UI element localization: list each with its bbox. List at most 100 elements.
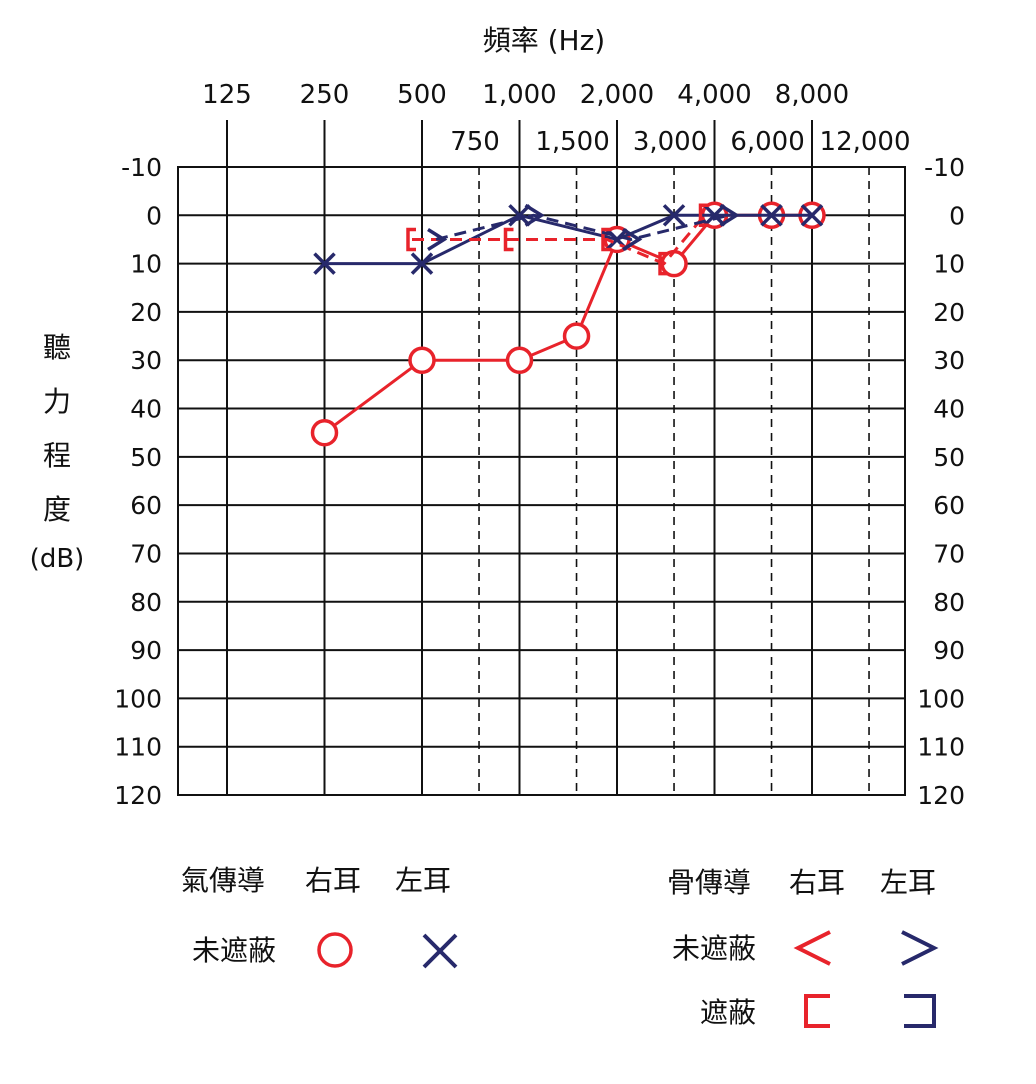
y-axis-left-ticks: -10 0 10 20 30 40 50 60 70 80 90 100 110 120 — [114, 153, 162, 810]
y-right-tick-label: 20 — [933, 298, 965, 327]
y-left-tick-label: 30 — [130, 346, 162, 375]
y-left-tick-label: 0 — [146, 201, 162, 230]
plot-frame — [177, 166, 906, 796]
series-line-air_right — [323, 213, 812, 434]
air-left-point — [410, 252, 434, 275]
series-line-bone_masked_right — [412, 214, 706, 266]
air-left-point — [313, 252, 336, 275]
series-line-air_left — [324, 213, 812, 266]
y-left-tick-label: 40 — [130, 395, 162, 424]
cross-stroke — [662, 204, 686, 227]
cross-stroke — [313, 252, 336, 275]
series-air_left — [313, 204, 824, 275]
y-left-tick-label: 50 — [130, 443, 162, 472]
series-bone_unmasked_left — [427, 203, 740, 251]
air-right-point — [562, 322, 591, 350]
bone-masked-right-point — [601, 227, 611, 252]
y-left-tick-label: 20 — [130, 298, 162, 327]
cross-stroke — [760, 204, 783, 227]
legend-bracket-left-ear-marker — [904, 994, 936, 1028]
legend-chevron-left-ear-marker — [901, 930, 939, 966]
y-left-tick-label: 110 — [114, 733, 162, 762]
legend-air-title: 氣傳導 — [181, 864, 265, 897]
x-half-tick-label: 6,000 — [730, 127, 804, 157]
legend-air-unmasked: 未遮蔽 — [192, 934, 276, 967]
y-right-tick-label: 50 — [933, 443, 965, 472]
y-label-char: 聽 — [43, 331, 71, 364]
x-axis-main-ticks: 125 250 500 1,000 2,000 4,000 8,000 — [202, 80, 849, 110]
air-right-point — [310, 418, 339, 447]
y-label-char: 程 — [43, 439, 71, 472]
bone-unmasked-left-point — [719, 203, 740, 227]
bone-masked-right-point — [406, 227, 416, 252]
y-right-tick-label: 120 — [917, 781, 965, 810]
air-left-point — [800, 204, 824, 227]
x-main-tick-label: 8,000 — [775, 80, 849, 110]
y-label-unit: (dB) — [30, 544, 85, 574]
x-half-tick-label: 1,500 — [535, 127, 609, 157]
bone-masked-right-point — [658, 251, 669, 276]
legend-bone-left-ear: 左耳 — [880, 866, 936, 899]
y-left-tick-label: 80 — [130, 588, 162, 617]
x-main-tick-label: 125 — [202, 80, 252, 110]
air-left-point — [760, 204, 783, 227]
x-main-tick-label: 500 — [397, 80, 447, 110]
x-half-tick-label: 750 — [450, 127, 500, 157]
air-right-point — [408, 346, 436, 374]
legend-bone-unmasked: 未遮蔽 — [672, 932, 756, 965]
air-right-point — [505, 346, 534, 374]
y-label-char: 度 — [43, 493, 71, 526]
y-left-tick-label: 60 — [130, 491, 162, 520]
y-left-tick-label: 70 — [130, 539, 162, 568]
y-right-tick-label: 110 — [917, 733, 965, 762]
chart-title: 頻率 (Hz) — [483, 24, 606, 57]
legend-bracket-right-ear-marker — [804, 994, 830, 1028]
y-right-tick-label: 60 — [933, 491, 965, 520]
air-left-point — [703, 204, 726, 227]
x-main-tick-label: 1,000 — [482, 80, 556, 110]
y-left-tick-label: 90 — [130, 636, 162, 665]
legend-bone-masked: 遮蔽 — [700, 996, 756, 1029]
y-right-tick-label: 10 — [933, 250, 965, 279]
cross-stroke — [605, 228, 629, 251]
y-left-tick-label: 120 — [114, 781, 162, 810]
legend-air-right-ear: 右耳 — [305, 864, 361, 897]
x-half-tick-label: 12,000 — [820, 127, 911, 157]
x-main-tick-label: 4,000 — [677, 80, 751, 110]
y-right-tick-label: 40 — [933, 395, 965, 424]
bone-unmasked-left-point — [524, 203, 545, 227]
legend-bone-title: 骨傳導 — [667, 866, 751, 899]
y-right-tick-label: 70 — [933, 539, 965, 568]
x-axis-half-ticks: 750 1,500 3,000 6,000 12,000 — [450, 127, 910, 157]
y-right-tick-label: 0 — [949, 201, 965, 230]
cross-stroke — [508, 204, 531, 227]
y-right-tick-label: 100 — [917, 684, 965, 713]
legend-bone-right-ear: 右耳 — [789, 866, 845, 899]
legend-circle-marker — [317, 932, 353, 968]
bone-masked-right-point — [698, 203, 709, 228]
y-right-tick-label: 80 — [933, 588, 965, 617]
series-bone_masked_right — [406, 203, 709, 276]
y-right-tick-label: 30 — [933, 346, 965, 375]
y-left-tick-label: 100 — [114, 684, 162, 713]
cross-stroke — [410, 252, 434, 275]
x-half-tick-label: 3,000 — [633, 127, 707, 157]
y-axis-right-ticks: -10 0 10 20 30 40 50 60 70 80 90 100 110 120 — [917, 153, 965, 810]
air-left-point — [508, 204, 531, 227]
y-label-char: 力 — [43, 385, 71, 418]
y-right-tick-label: 90 — [933, 636, 965, 665]
cross-stroke — [703, 204, 726, 227]
x-main-tick-label: 250 — [300, 80, 350, 110]
bone-masked-right-point — [503, 227, 514, 252]
legend: 氣傳導 右耳 左耳 未遮蔽 骨傳導 右耳 左耳 未遮蔽 遮蔽 — [181, 864, 939, 1029]
x-main-tick-label: 2,000 — [580, 80, 654, 110]
legend-cross-marker — [422, 933, 458, 969]
plot-series — [310, 201, 826, 447]
bone-unmasked-left-point — [427, 227, 448, 251]
cross-stroke — [800, 204, 824, 227]
y-right-tick-label: -10 — [924, 153, 965, 182]
series-line-bone_unmasked_left — [435, 213, 729, 242]
plot-grid — [177, 120, 906, 796]
